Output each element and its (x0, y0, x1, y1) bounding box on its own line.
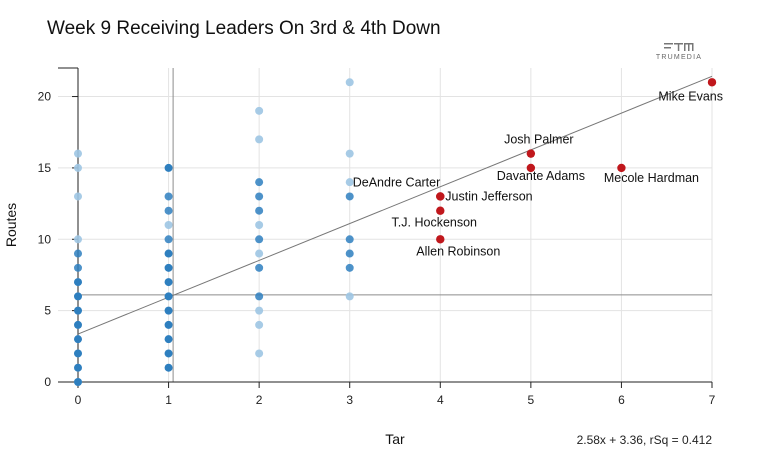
data-point (74, 363, 82, 372)
data-point (164, 320, 173, 329)
data-point (255, 106, 264, 115)
highlighted-point (526, 149, 536, 158)
data-point (164, 206, 173, 215)
point-label: Mike Evans (658, 89, 723, 103)
data-point (164, 335, 173, 344)
axes: 0 1 2 3 4 5 6 7 0 5 10 15 20 Tar Routes (3, 67, 716, 447)
point-label: T.J. Hockenson (392, 216, 478, 230)
data-point (164, 263, 173, 272)
point-label: DeAndre Carter (353, 175, 441, 189)
highlighted-point (617, 163, 626, 173)
data-point (164, 249, 173, 258)
data-point (164, 278, 173, 287)
x-tick-label: 0 (75, 393, 82, 407)
data-point (345, 149, 354, 158)
data-point (255, 263, 264, 272)
data-point (74, 306, 82, 315)
data-point (255, 249, 264, 258)
point-label: Justin Jefferson (445, 189, 532, 203)
x-tick-label: 7 (709, 393, 716, 407)
data-point (255, 135, 264, 144)
data-point (345, 78, 354, 87)
highlighted-point (436, 235, 445, 244)
data-point (74, 292, 82, 301)
data-point (255, 320, 264, 329)
data-point (74, 149, 82, 158)
data-point (74, 235, 82, 244)
data-point (255, 306, 264, 315)
data-point (255, 221, 264, 229)
data-point (255, 235, 264, 244)
point-label: Mecole Hardman (604, 171, 699, 185)
point-label: Allen Robinson (416, 244, 500, 258)
trumedia-logo: TRUMEDIA (655, 42, 703, 61)
highlighted-point (436, 192, 445, 201)
highlighted-point (436, 206, 445, 215)
data-point (345, 249, 354, 258)
data-point (164, 363, 173, 372)
data-point (74, 263, 82, 272)
data-point (164, 349, 173, 358)
data-point (164, 292, 173, 301)
data-point (164, 163, 173, 172)
data-point (345, 235, 354, 244)
data-point (164, 306, 173, 315)
data-point (345, 292, 354, 301)
data-point (74, 278, 82, 287)
x-tick-label: 1 (165, 393, 172, 407)
data-point (74, 349, 82, 358)
y-tick-label: 20 (38, 90, 52, 104)
trendline (77, 75, 713, 335)
data-point (74, 335, 82, 344)
x-tick-label: 4 (437, 393, 444, 407)
x-tick-label: 5 (528, 393, 535, 407)
data-point (164, 192, 173, 201)
data-point (74, 163, 82, 172)
data-point (255, 178, 264, 187)
trendline-equation: 2.58x + 3.36, rSq = 0.412 (577, 433, 713, 447)
labels-layer: Mike Evans Josh Palmer Davante Adams Mecole… (353, 89, 723, 258)
x-axis-title: Tar (385, 431, 405, 447)
chart-title: Week 9 Receiving Leaders On 3rd & 4th Do… (47, 18, 441, 39)
data-point (74, 378, 82, 386)
highlighted-layer (436, 78, 717, 244)
y-tick-label: 0 (44, 375, 51, 389)
y-tick-label: 5 (44, 304, 51, 318)
data-point (345, 178, 354, 187)
y-tick-label: 15 (38, 161, 52, 175)
y-tick-label: 10 (38, 232, 52, 246)
data-point (74, 249, 82, 258)
highlighted-point (526, 163, 536, 173)
data-point (345, 192, 354, 201)
reference-lines (78, 68, 712, 382)
point-label: Josh Palmer (504, 133, 573, 147)
trendline-layer: 2.58x + 3.36, rSq = 0.412 (77, 75, 713, 447)
x-tick-label: 6 (618, 393, 625, 407)
y-axis-title: Routes (3, 203, 19, 247)
x-tick-label: 2 (256, 393, 263, 407)
data-point (255, 206, 264, 215)
data-point (74, 320, 82, 329)
points-layer (74, 78, 354, 386)
data-point (74, 192, 82, 201)
data-point (255, 349, 264, 358)
data-point (255, 192, 264, 201)
data-point (345, 263, 354, 272)
point-label: Davante Adams (497, 169, 585, 183)
x-tick-label: 3 (346, 393, 353, 407)
highlighted-point (707, 78, 717, 87)
data-point (164, 221, 173, 229)
trumedia-logo-icon (664, 43, 694, 51)
data-point (255, 292, 264, 301)
data-point (164, 235, 173, 244)
brand-name: TRUMEDIA (655, 54, 703, 61)
grid (58, 68, 713, 383)
